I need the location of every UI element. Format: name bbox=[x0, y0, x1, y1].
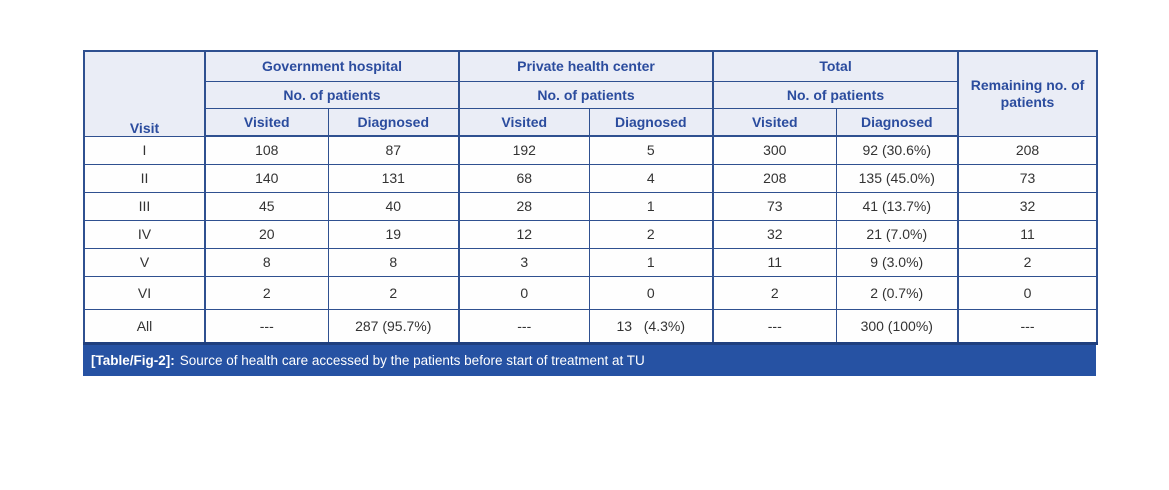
table-row-visit-ii: II 140 131 68 4 208 135 (45.0%) 73 bbox=[83, 163, 1098, 193]
cell: 32 bbox=[957, 191, 1098, 221]
cell: 40 bbox=[327, 191, 460, 221]
cell: 2 bbox=[327, 275, 460, 310]
table-row-visit-vi: VI 2 2 0 0 2 2 (0.7%) 0 bbox=[83, 275, 1098, 310]
cell: 11 bbox=[712, 247, 837, 277]
cell: 92 (30.6%) bbox=[835, 135, 959, 165]
table-row-visit-iii: III 45 40 28 1 73 41 (13.7%) 32 bbox=[83, 191, 1098, 221]
cell: 19 bbox=[327, 219, 460, 249]
visit-label: I bbox=[83, 135, 206, 165]
visit-label: VI bbox=[83, 275, 206, 310]
cell: 0 bbox=[588, 275, 714, 310]
table-row-all: All --- 287 (95.7%) --- 13 (4.3%) --- 30… bbox=[83, 308, 1098, 345]
remaining-column-header: Remaining no. of patients bbox=[957, 50, 1098, 137]
cell: 32 bbox=[712, 219, 837, 249]
cell: 2 bbox=[957, 247, 1098, 277]
table-figure: Visit Government hospital Private health… bbox=[83, 50, 1099, 376]
cell: 1 bbox=[588, 247, 714, 277]
cell: 73 bbox=[957, 163, 1098, 193]
caption-figure-label: [Table/Fig-2]: bbox=[91, 352, 175, 368]
cell: --- bbox=[458, 308, 590, 345]
cell: 208 bbox=[712, 163, 837, 193]
cell: 2 bbox=[712, 275, 837, 310]
table-header: Visit Government hospital Private health… bbox=[83, 50, 1098, 137]
cell: 108 bbox=[204, 135, 329, 165]
header-group-row: Visit Government hospital Private health… bbox=[83, 50, 1098, 137]
cell: 4 bbox=[588, 163, 714, 193]
cell: 13 (4.3%) bbox=[588, 308, 714, 345]
visit-label: II bbox=[83, 163, 206, 193]
subheader-government-no-of-patients: No. of patients bbox=[204, 80, 460, 109]
col-header-total-visited: Visited bbox=[712, 107, 837, 137]
cell: 21 (7.0%) bbox=[835, 219, 959, 249]
cell: 3 bbox=[458, 247, 590, 277]
cell: 5 bbox=[588, 135, 714, 165]
cell: 28 bbox=[458, 191, 590, 221]
cell: 2 bbox=[204, 275, 329, 310]
cell: 140 bbox=[204, 163, 329, 193]
col-header-government-visited: Visited bbox=[204, 107, 329, 137]
visit-label: V bbox=[83, 247, 206, 277]
cell: --- bbox=[204, 308, 329, 345]
cell: 192 bbox=[458, 135, 590, 165]
cell: 8 bbox=[204, 247, 329, 277]
patients-source-table: Visit Government hospital Private health… bbox=[83, 50, 1099, 345]
table-row-visit-v: V 8 8 3 1 11 9 (3.0%) 2 bbox=[83, 247, 1098, 277]
cell: 135 (45.0%) bbox=[835, 163, 959, 193]
cell: 45 bbox=[204, 191, 329, 221]
cell: 41 (13.7%) bbox=[835, 191, 959, 221]
cell: 0 bbox=[957, 275, 1098, 310]
cell: --- bbox=[957, 308, 1098, 345]
cell: 1 bbox=[588, 191, 714, 221]
header-subtitle-row: No. of patients No. of patients No. of p… bbox=[84, 80, 1097, 109]
col-header-private-visited: Visited bbox=[458, 107, 590, 137]
cell: 2 (0.7%) bbox=[835, 275, 959, 310]
table-row-visit-iv: IV 20 19 12 2 32 21 (7.0%) 11 bbox=[83, 219, 1098, 249]
group-header-government-hospital: Government hospital bbox=[204, 50, 460, 82]
table-body: I 108 87 192 5 300 92 (30.6%) 208 II 140… bbox=[83, 135, 1098, 345]
cell: 300 bbox=[712, 135, 837, 165]
cell: 8 bbox=[327, 247, 460, 277]
col-header-private-diagnosed: Diagnosed bbox=[588, 107, 714, 137]
cell: 287 (95.7%) bbox=[327, 308, 460, 345]
cell: 87 bbox=[327, 135, 460, 165]
cell: 73 bbox=[712, 191, 837, 221]
cell: 20 bbox=[204, 219, 329, 249]
cell: 2 bbox=[588, 219, 714, 249]
cell: 12 bbox=[458, 219, 590, 249]
col-header-total-diagnosed: Diagnosed bbox=[835, 107, 959, 137]
group-header-total: Total bbox=[712, 50, 959, 82]
col-header-government-diagnosed: Diagnosed bbox=[327, 107, 460, 137]
header-columns-row: Visited Diagnosed Visited Diagnosed Visi… bbox=[84, 107, 1097, 137]
group-header-private-health-center: Private health center bbox=[457, 50, 714, 82]
cell: 9 (3.0%) bbox=[835, 247, 959, 277]
visit-column-header: Visit bbox=[83, 50, 206, 137]
table-caption-bar: [Table/Fig-2]: Source of health care acc… bbox=[83, 344, 1096, 376]
subheader-private-no-of-patients: No. of patients bbox=[457, 80, 714, 109]
cell: 11 bbox=[957, 219, 1098, 249]
cell: 131 bbox=[327, 163, 460, 193]
cell: 300 (100%) bbox=[835, 308, 959, 345]
cell: --- bbox=[712, 308, 837, 345]
visit-label: IV bbox=[83, 219, 206, 249]
visit-label: III bbox=[83, 191, 206, 221]
table-row-visit-i: I 108 87 192 5 300 92 (30.6%) 208 bbox=[83, 135, 1098, 165]
visit-label: All bbox=[83, 308, 206, 345]
cell: 0 bbox=[458, 275, 590, 310]
cell: 208 bbox=[957, 135, 1098, 165]
caption-text: Source of health care accessed by the pa… bbox=[179, 352, 645, 368]
subheader-total-no-of-patients: No. of patients bbox=[712, 80, 959, 109]
cell: 68 bbox=[458, 163, 590, 193]
